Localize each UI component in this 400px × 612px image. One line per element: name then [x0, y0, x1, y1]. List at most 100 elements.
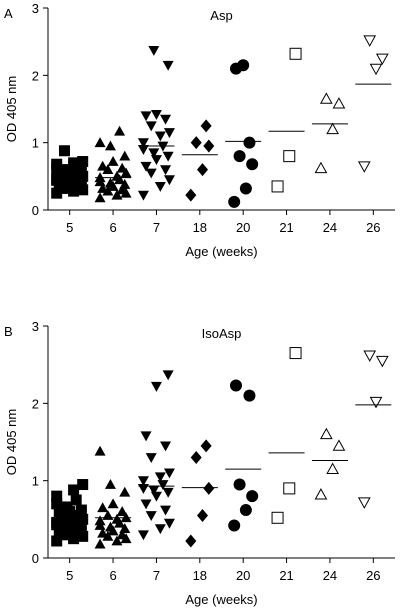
series-week-24: [311, 92, 348, 174]
data-point: [53, 507, 65, 519]
data-point: [154, 524, 166, 535]
chart-title: IsoAsp: [202, 326, 242, 341]
data-point: [68, 157, 80, 169]
data-point: [94, 172, 106, 183]
data-point: [104, 140, 116, 151]
y-tick-label: 0: [32, 203, 39, 218]
y-axis-label: OD 405 nm: [4, 76, 19, 142]
data-point: [137, 145, 149, 155]
x-tick-label: 18: [193, 220, 207, 235]
y-tick-label: 3: [32, 319, 39, 334]
chart-panel-b: B IsoAsp 0 1 2 3 OD 405 nm 5 6 7 18 20 21 24 26 Age (we…: [4, 319, 395, 607]
data-point: [375, 355, 389, 368]
data-point: [157, 480, 169, 491]
y-axis-label: OD 405 nm: [4, 409, 19, 475]
data-point: [228, 519, 241, 532]
x-tick-label: 6: [109, 568, 116, 583]
data-point: [140, 431, 152, 442]
data-point: [229, 379, 242, 392]
data-point: [104, 521, 116, 532]
data-point: [53, 525, 65, 537]
y-tick-label: 1: [32, 474, 39, 489]
data-point: [163, 518, 175, 529]
data-point: [150, 109, 162, 120]
data-point: [61, 164, 73, 176]
data-point: [137, 530, 149, 541]
data-point: [70, 494, 82, 506]
data-point: [51, 535, 63, 547]
series-week-26: [355, 350, 392, 509]
data-point: [228, 195, 241, 208]
x-tick-label: 20: [236, 568, 250, 583]
panel-label: A: [4, 6, 13, 21]
data-point: [58, 145, 70, 157]
data-point: [160, 114, 172, 125]
y-tick-label: 0: [32, 551, 39, 566]
series-week-6: [94, 445, 132, 549]
data-point: [271, 180, 284, 193]
series-week-20: [225, 379, 262, 532]
data-point: [94, 538, 106, 549]
data-point: [148, 485, 160, 496]
data-point: [160, 505, 172, 516]
data-point: [137, 190, 149, 201]
data-point: [51, 158, 63, 170]
series-week-5: [51, 479, 89, 547]
data-point: [289, 347, 302, 360]
data-point: [68, 533, 80, 545]
data-point: [77, 479, 89, 491]
y-tick-label: 2: [32, 396, 39, 411]
data-point: [246, 490, 259, 503]
data-point: [145, 168, 157, 179]
data-point: [111, 170, 123, 181]
series-week-5: [51, 145, 89, 199]
data-point: [154, 131, 166, 142]
x-tick-label: 7: [153, 568, 160, 583]
data-point: [150, 381, 162, 392]
data-point: [162, 151, 174, 162]
data-point: [363, 35, 377, 47]
data-point: [237, 59, 250, 72]
data-point: [51, 490, 63, 502]
data-point: [116, 506, 128, 516]
data-point: [120, 512, 132, 523]
x-tick-label: 18: [193, 568, 207, 583]
data-point: [319, 92, 333, 104]
data-point: [102, 164, 114, 174]
x-axis-label: Age (weeks): [185, 592, 257, 607]
x-tick-label: 7: [153, 220, 160, 235]
data-point: [162, 370, 174, 381]
data-point: [157, 141, 169, 152]
data-point: [197, 508, 209, 522]
data-point: [160, 441, 172, 452]
data-point: [314, 161, 328, 174]
data-point: [203, 481, 215, 495]
data-point: [51, 516, 63, 528]
data-point: [154, 472, 166, 483]
y-tick-label: 3: [32, 1, 39, 16]
series-week-18: [181, 439, 218, 548]
x-tick-label: 5: [66, 220, 73, 235]
data-point: [150, 491, 162, 502]
series-week-21: [268, 347, 305, 524]
chart-title: Asp: [210, 8, 232, 23]
data-point: [97, 502, 109, 513]
data-point: [61, 520, 73, 532]
data-point: [137, 138, 149, 149]
data-point: [163, 128, 175, 139]
data-point: [107, 498, 119, 509]
x-tick-label: 20: [236, 220, 250, 235]
data-point: [357, 497, 371, 509]
x-tick-label: 24: [323, 568, 337, 583]
data-point: [140, 111, 152, 122]
series-week-18: [181, 119, 218, 202]
data-point: [369, 63, 383, 76]
chart-panel-a: A Asp 0 1 2 3 OD 405 nm 5 6 7 18 20 21 24 26 Age (weeks…: [4, 1, 395, 259]
x-tick-label: 26: [366, 568, 380, 583]
data-point: [61, 176, 73, 188]
series-week-21: [268, 47, 305, 193]
data-point: [162, 487, 174, 498]
data-point: [162, 60, 174, 71]
